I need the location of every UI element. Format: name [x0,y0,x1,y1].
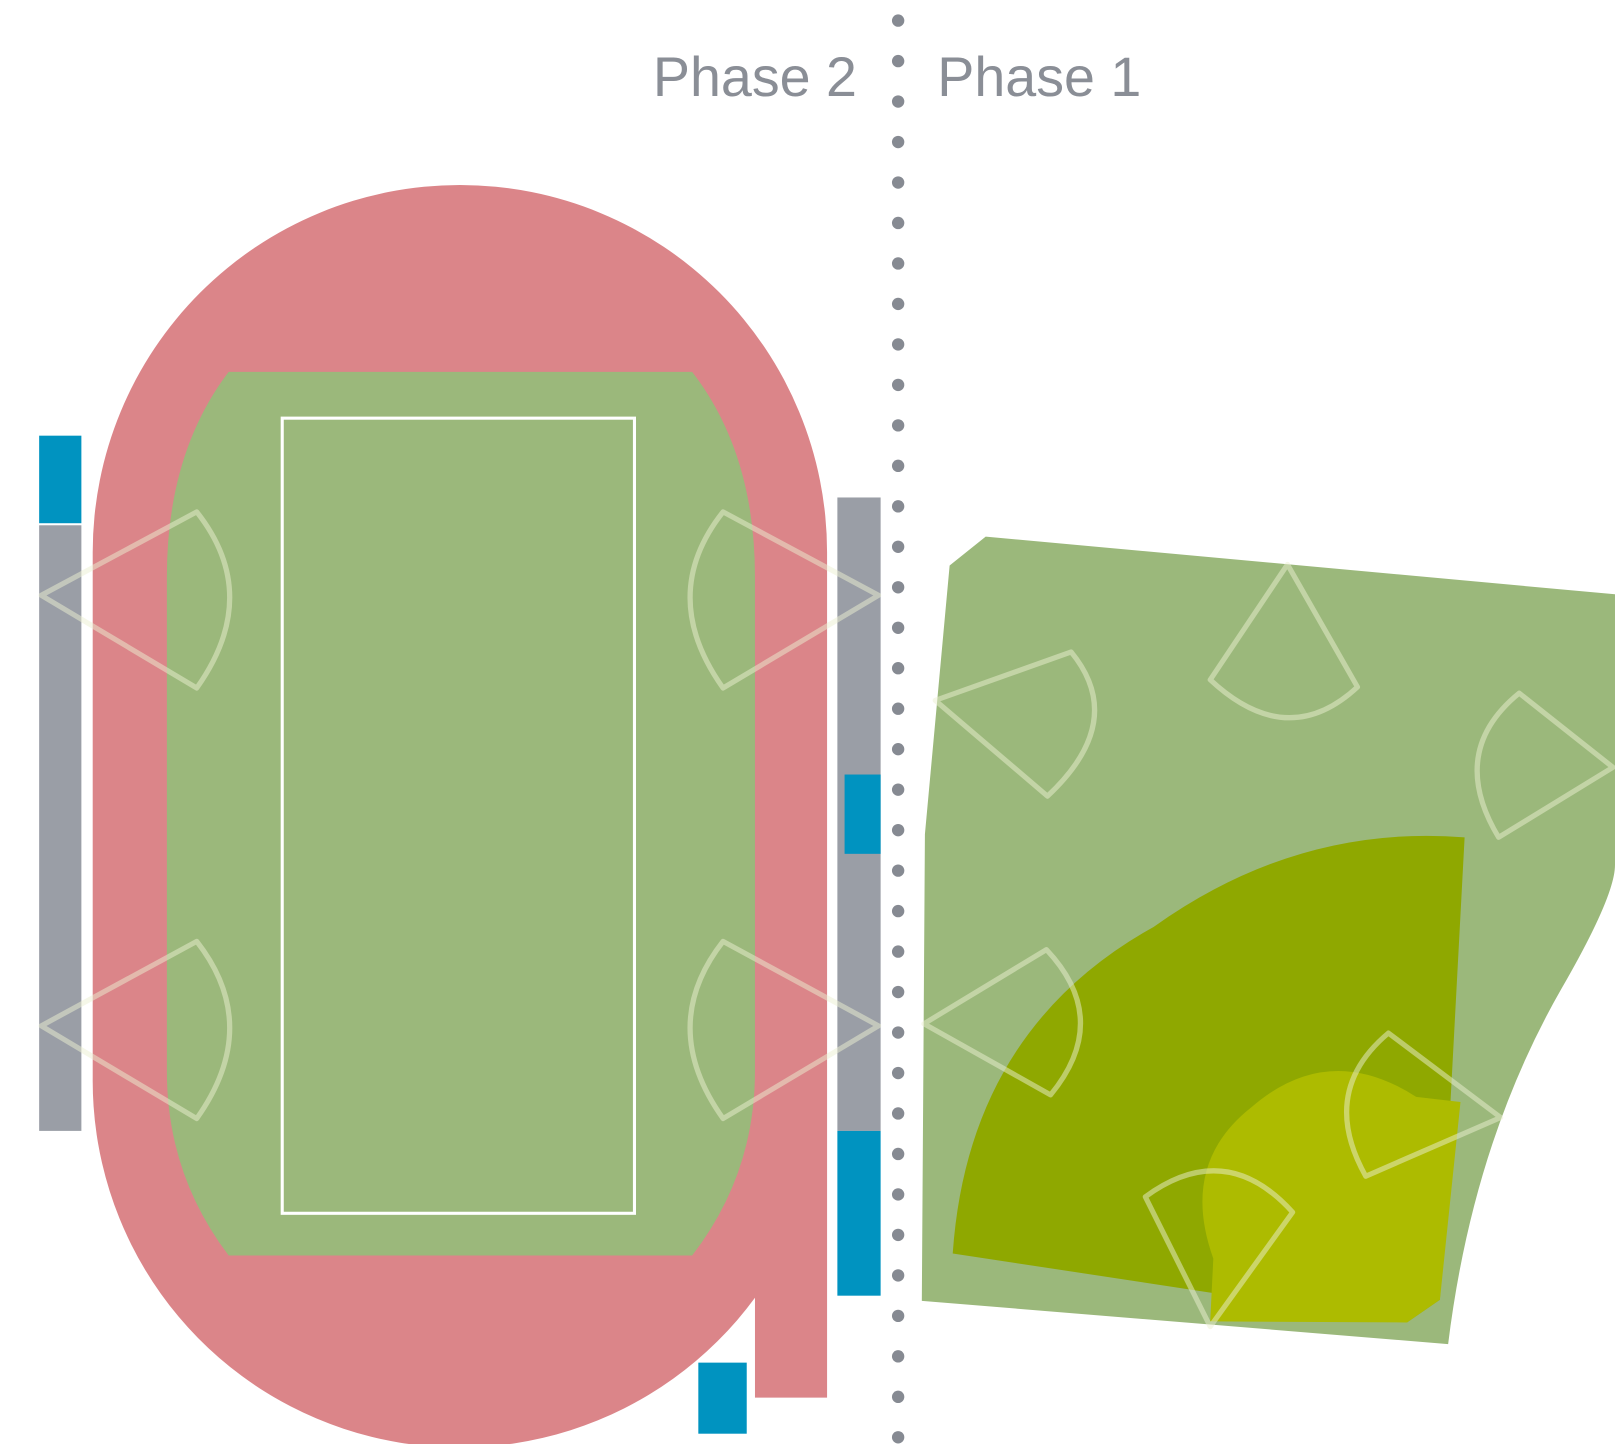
field-fan [687,938,882,1122]
phase-label: Phase 2 [653,46,857,108]
divider-dot [891,257,905,270]
divider-dot [891,419,905,432]
divider-dot [891,1026,905,1039]
divider-dot [891,1188,905,1201]
phase-label: Phase 1 [937,46,1141,108]
building [844,774,881,854]
field-fan [38,509,233,691]
divider-dot [891,581,905,594]
divider-dot [891,621,905,634]
divider-dot [891,540,905,553]
divider-dot [891,904,905,918]
divider-dot [891,985,905,999]
building [837,1130,881,1296]
divider-dot [891,702,905,715]
field-fan [1344,1030,1504,1179]
divider-dot [891,500,905,513]
field-fan [1142,1168,1296,1330]
divider-dot [891,459,905,473]
divider-dot [891,945,905,958]
divider-dot [891,1147,905,1161]
divider-dot [891,823,905,837]
divider-dot [891,95,905,108]
divider-dot [891,14,905,27]
divider-dot [891,1350,905,1363]
divider-dot [891,135,905,149]
divider-dot [891,1228,905,1242]
divider-dot [891,1269,905,1282]
field-fan [921,947,1084,1098]
phase-divider: (() => { const g = document.currentScrip… [891,14,905,1444]
divider-dot [891,1431,905,1444]
divider-dot [891,338,905,351]
track-infield [166,371,755,1256]
divider-dot [891,54,905,68]
divider-dot [891,176,905,189]
field-fan [687,509,882,691]
divider-dot [891,1066,905,1080]
field-fan [1474,690,1615,840]
building [698,1362,747,1434]
divider-dot [891,1107,905,1120]
divider-dot [891,783,905,796]
ballfield-infield [1202,1070,1461,1323]
divider-dot [891,864,905,877]
divider-dot [891,743,905,756]
divider-dot [891,378,905,392]
divider-dot [891,297,905,311]
divider-dot [891,216,905,230]
pitch-lines [280,416,637,1215]
divider-dot [891,662,905,675]
divider-dot [891,1390,905,1404]
field-fan [38,938,233,1122]
field-fan [1207,561,1361,721]
divider-dot [891,1309,905,1323]
field-fan [932,649,1098,799]
building [39,435,82,524]
